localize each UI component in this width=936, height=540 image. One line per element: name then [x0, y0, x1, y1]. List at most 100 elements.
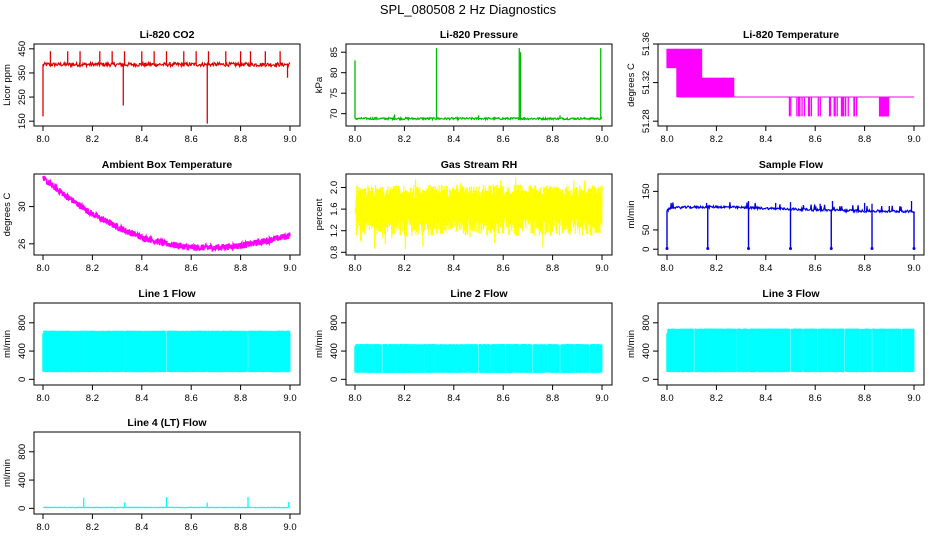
- y-tick-label: 2.0: [329, 181, 340, 194]
- x-tick-label: 8.2: [710, 393, 723, 404]
- figure-title: SPL_080508 2 Hz Diagnostics: [379, 2, 557, 17]
- x-tick-label: 8.2: [398, 134, 411, 145]
- x-tick-label: 8.0: [36, 393, 49, 404]
- panel-line-1-flow: Line 1 Flow ml/min 8.0 8.2 8.4 8.6 8.8 9.0 0 400 8…: [2, 288, 301, 404]
- panel-li-820-co2: Li-820 CO2 Licor ppm 8.0 8.2 8.4 8.6 8.8 9.0 150…: [2, 29, 301, 145]
- y-axis: 0 400 800: [329, 315, 347, 382]
- y-tick-label: 0: [17, 506, 28, 511]
- y-tick-label: 26: [17, 239, 28, 250]
- y-tick-label: 150: [641, 183, 652, 199]
- x-tick-label: 8.0: [36, 134, 49, 145]
- x-tick-label: 8.6: [185, 393, 198, 404]
- panel-title: Ambient Box Temperature: [102, 159, 233, 171]
- x-tick-label: 8.8: [234, 393, 247, 404]
- y-tick-label: 350: [17, 65, 28, 81]
- y-axis-label: ml/min: [626, 330, 637, 358]
- flow-drop-point: [665, 246, 669, 250]
- x-tick-label: 9.0: [595, 263, 608, 274]
- y-tick-label: 85: [329, 47, 340, 58]
- y-axis: 0 400 800: [17, 315, 35, 382]
- x-tick-label: 8.8: [858, 393, 871, 404]
- x-tick-label: 8.8: [234, 134, 247, 145]
- y-tick-label: 800: [17, 315, 28, 331]
- series-line-2: [354, 344, 603, 373]
- series-line-4: [42, 497, 291, 509]
- y-axis-label: degrees C: [626, 63, 637, 107]
- panel-gas-stream-rh: Gas Stream RH percent 8.0 8.2 8.4 8.6 8.8 9.0 0.…: [314, 159, 613, 274]
- x-axis: 8.0 8.2 8.4 8.6 8.8 9.0: [36, 254, 297, 274]
- panel-title: Li-820 Pressure: [440, 29, 518, 41]
- y-axis: 70 75 80 85: [329, 47, 347, 119]
- y-axis: 51.28 51.32 51.36: [641, 32, 659, 133]
- panel-title: Line 1 Flow: [138, 288, 196, 300]
- x-tick-label: 9.0: [595, 134, 608, 145]
- panel-title: Li-820 CO2: [140, 29, 195, 41]
- series-line: [354, 115, 603, 122]
- x-tick-label: 8.2: [398, 393, 411, 404]
- series-pressure: [354, 48, 603, 122]
- x-tick-label: 8.4: [135, 263, 148, 274]
- y-tick-label: 51.32: [641, 71, 652, 95]
- y-axis: 0.8 1.2 1.6 2.0: [329, 181, 347, 259]
- x-tick-label: 8.4: [447, 393, 460, 404]
- x-axis: 8.0 8.2 8.4 8.6 8.8 9.0: [348, 254, 609, 274]
- y-tick-label: 450: [17, 41, 28, 57]
- x-tick-label: 8.6: [185, 522, 198, 533]
- y-tick-label: 800: [641, 315, 652, 331]
- x-tick-label: 8.8: [546, 263, 559, 274]
- y-tick-label: 70: [329, 108, 340, 119]
- series-flow: [665, 201, 916, 250]
- x-tick-label: 8.2: [710, 134, 723, 145]
- y-axis-label: Licor ppm: [2, 64, 13, 106]
- y-tick-label: 1.2: [329, 224, 340, 237]
- plot-frame: [345, 43, 613, 127]
- y-tick-label: 51.36: [641, 32, 652, 56]
- flow-drop-point: [789, 246, 792, 250]
- y-axis: 150 250 350 450: [17, 41, 35, 129]
- x-tick-label: 8.4: [759, 263, 772, 274]
- panel-line-2-flow: Line 2 Flow ml/min 8.0 8.2 8.4 8.6 8.8 9.0 0 400 8…: [314, 288, 613, 404]
- x-tick-label: 8.2: [398, 263, 411, 274]
- x-tick-label: 8.2: [710, 263, 723, 274]
- panel-title: Line 4 (LT) Flow: [127, 417, 207, 429]
- series-line: [42, 175, 291, 253]
- x-tick-label: 8.4: [135, 522, 148, 533]
- x-tick-label: 8.4: [135, 393, 148, 404]
- y-tick-label: 75: [329, 88, 340, 99]
- panel-title: Line 3 Flow: [762, 288, 820, 300]
- x-tick-label: 8.6: [497, 393, 510, 404]
- x-tick-label: 9.0: [595, 393, 608, 404]
- y-tick-label: 400: [329, 343, 340, 359]
- y-tick-label: 250: [17, 89, 28, 105]
- y-axis-label: ml/min: [2, 330, 13, 358]
- series-ambient: [42, 175, 291, 253]
- y-tick-label: 150: [17, 113, 28, 129]
- x-tick-label: 9.0: [283, 522, 296, 533]
- x-tick-label: 8.0: [660, 263, 673, 274]
- panel-sample-flow: Sample Flow ml/min 8.0 8.2 8.4 8.6 8.8 9.0 0 50 15…: [626, 159, 925, 274]
- flow-drop-point: [747, 246, 751, 250]
- y-axis-label: percent: [314, 198, 325, 230]
- y-axis-label: ml/min: [626, 201, 637, 229]
- panel-line-3-flow: Line 3 Flow ml/min 8.0 8.2 8.4 8.6 8.8 9.0 0 400 8…: [626, 288, 925, 404]
- x-tick-label: 8.4: [759, 393, 772, 404]
- y-axis-label: ml/min: [314, 330, 325, 358]
- x-tick-label: 9.0: [283, 263, 296, 274]
- y-tick-label: 80: [329, 67, 340, 78]
- y-tick-label: 800: [17, 444, 28, 460]
- x-tick-label: 8.6: [809, 393, 822, 404]
- y-axis: 0 400 800: [641, 315, 659, 382]
- x-tick-label: 8.6: [497, 263, 510, 274]
- x-axis: 8.0 8.2 8.4 8.6 8.8 9.0: [660, 384, 921, 404]
- x-tick-label: 8.0: [36, 522, 49, 533]
- flow-drop-point: [912, 246, 916, 250]
- series-temperature: [666, 48, 914, 117]
- panel-title: Sample Flow: [759, 159, 824, 171]
- x-tick-label: 8.0: [348, 393, 361, 404]
- x-tick-label: 8.6: [809, 134, 822, 145]
- x-tick-label: 9.0: [283, 393, 296, 404]
- x-axis: 8.0 8.2 8.4 8.6 8.8 9.0: [36, 125, 297, 145]
- x-tick-label: 8.8: [858, 263, 871, 274]
